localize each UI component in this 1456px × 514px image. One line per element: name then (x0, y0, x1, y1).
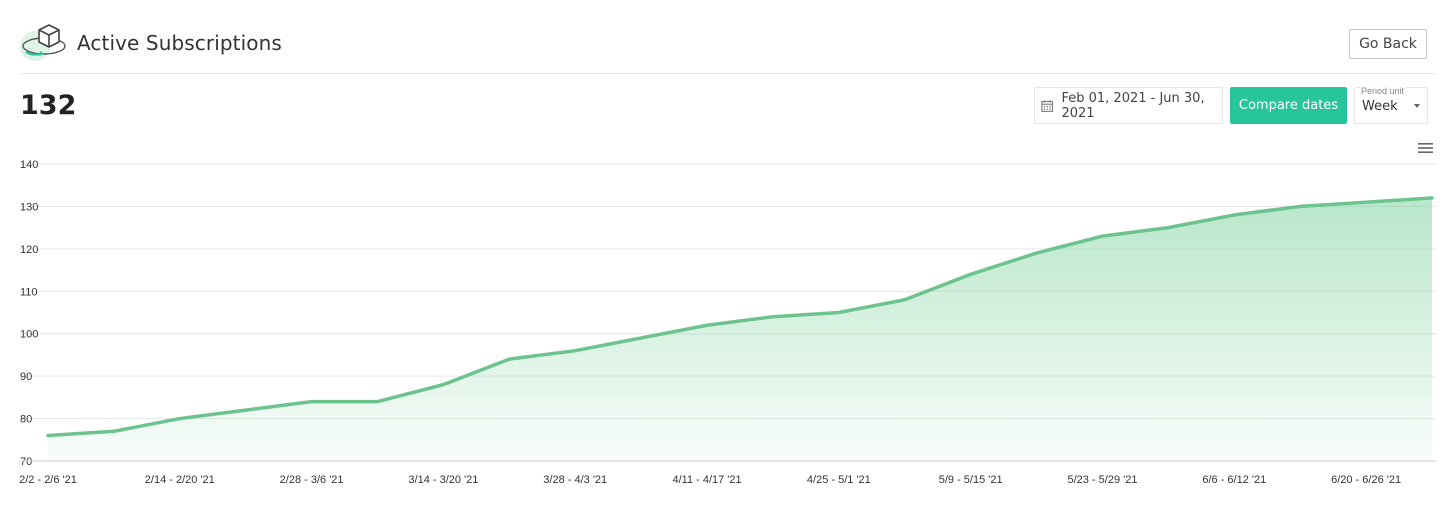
x-tick-label: 3/28 - 4/3 '21 (543, 474, 607, 486)
y-tick-label: 100 (20, 329, 38, 341)
x-tick-label: 2/2 - 2/6 '21 (19, 474, 77, 486)
x-tick-label: 6/6 - 6/12 '21 (1202, 474, 1266, 486)
calendar-icon (1041, 99, 1054, 112)
date-range-text: Feb 01, 2021 - Jun 30, 2021 (1061, 90, 1205, 121)
x-tick-label: 5/23 - 5/29 '21 (1067, 474, 1137, 486)
y-tick-label: 120 (20, 244, 38, 256)
go-back-button[interactable]: Go Back (1349, 29, 1427, 59)
chevron-down-icon (1414, 104, 1420, 108)
series-line (46, 196, 1434, 438)
y-tick-label: 110 (20, 286, 38, 298)
y-tick-label: 140 (20, 159, 38, 171)
y-tick-label: 90 (20, 371, 32, 383)
x-tick-label: 2/14 - 2/20 '21 (145, 474, 215, 486)
y-axis: 70 80 90 100 110 120 130 140 (20, 159, 38, 468)
x-tick-label: 4/25 - 5/1 '21 (807, 474, 871, 486)
period-unit-select[interactable]: Period unit Week (1354, 86, 1428, 124)
x-axis: 2/2 - 2/6 '21 2/14 - 2/20 '21 2/28 - 3/6 '… (19, 474, 1401, 486)
y-tick-label: 80 (20, 414, 32, 426)
page-title: Active Subscriptions (77, 31, 282, 55)
cube-icon (20, 24, 66, 61)
active-subscriptions-count: 132 (20, 90, 77, 121)
compare-dates-button[interactable]: Compare dates (1230, 87, 1347, 124)
header: Active Subscriptions Go Back (0, 0, 1456, 74)
y-tick-label: 130 (20, 201, 38, 213)
area-fill (48, 197, 1432, 461)
hamburger-menu-icon[interactable] (1418, 142, 1433, 154)
header-divider (20, 73, 1436, 74)
period-unit-label: Period unit (1360, 86, 1406, 96)
x-tick-label: 2/28 - 3/6 '21 (280, 474, 344, 486)
x-tick-label: 3/14 - 3/20 '21 (408, 474, 478, 486)
period-unit-value: Week (1362, 99, 1398, 114)
x-tick-label: 5/9 - 5/15 '21 (939, 474, 1003, 486)
x-tick-label: 4/11 - 4/17 '21 (672, 474, 741, 486)
subscriptions-chart: 70 80 90 100 110 120 130 140 2/2 - 2/6 '21 2/14 … (19, 159, 1436, 486)
x-tick-label: 6/20 - 6/26 '21 (1331, 474, 1401, 486)
date-range-picker[interactable]: Feb 01, 2021 - Jun 30, 2021 (1034, 87, 1223, 124)
y-tick-label: 70 (20, 456, 32, 468)
